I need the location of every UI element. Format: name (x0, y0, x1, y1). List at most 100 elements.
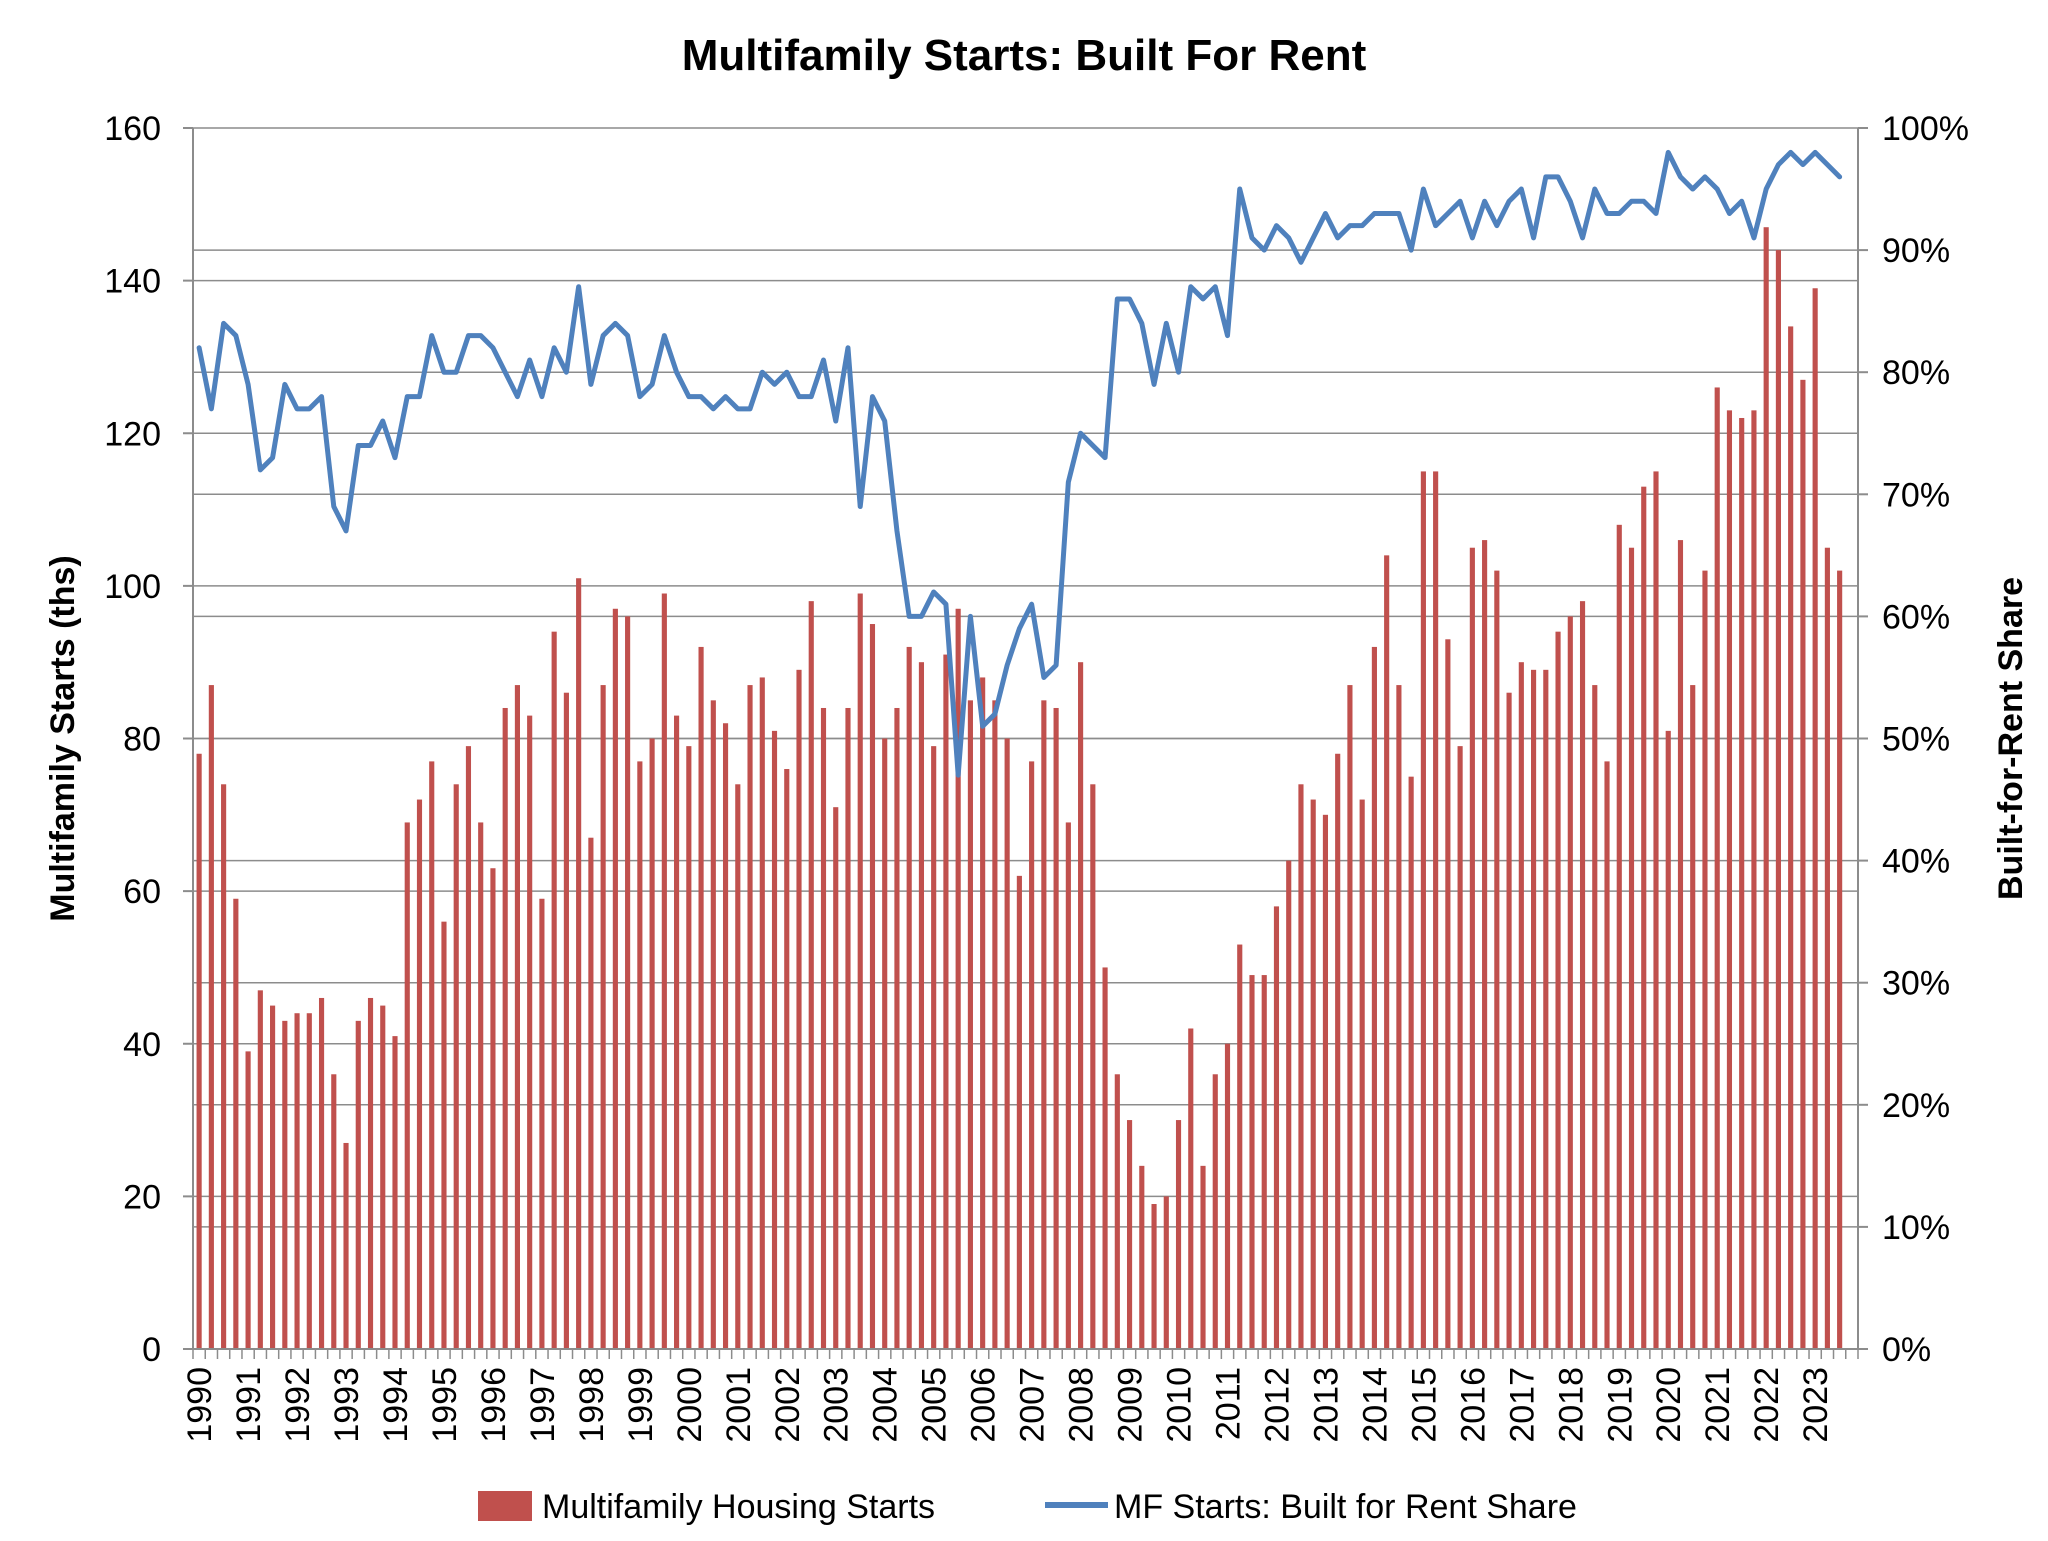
bar-series (196, 227, 1843, 1350)
bar (747, 685, 753, 1349)
right-tick-label: 80% (1882, 354, 1950, 392)
x-tick-label: 2001 (720, 1367, 758, 1443)
bar (1677, 540, 1684, 1349)
bar (906, 646, 912, 1349)
left-tick-label: 40 (123, 1026, 161, 1064)
bar (869, 624, 876, 1349)
bar (625, 616, 631, 1349)
x-tick-label: 2002 (769, 1367, 807, 1443)
y-axis-left-title: Multifamily Starts (ths) (44, 555, 82, 921)
bar (1788, 326, 1794, 1349)
bar (1298, 784, 1304, 1349)
bar (1824, 547, 1830, 1349)
left-tick-label: 140 (104, 263, 161, 301)
bar (857, 593, 863, 1349)
bar (1604, 761, 1610, 1349)
x-tick-label: 1991 (230, 1367, 268, 1443)
bar (282, 1020, 288, 1349)
bar (1812, 288, 1818, 1349)
x-tick-label: 2019 (1601, 1367, 1639, 1443)
bar (1469, 547, 1475, 1349)
chart-title: Multifamily Starts: Built For Rent (682, 31, 1367, 80)
x-tick-label: 2006 (965, 1367, 1003, 1443)
bar (1408, 776, 1414, 1349)
bar (527, 715, 533, 1349)
right-tick-label: 90% (1882, 232, 1950, 270)
bar (967, 700, 973, 1349)
bar (771, 730, 778, 1349)
x-tick-label: 1996 (475, 1367, 513, 1443)
left-tick-label: 20 (123, 1178, 161, 1216)
bar (1114, 1074, 1120, 1349)
bar (1249, 975, 1255, 1349)
x-tick-label: 2009 (1112, 1367, 1150, 1443)
bar (539, 898, 545, 1349)
legend-line-label: MF Starts: Built for Rent Share (1114, 1488, 1577, 1526)
legend-bar-label: Multifamily Housing Starts (542, 1488, 935, 1526)
bar (1690, 685, 1696, 1349)
x-tick-label: 1999 (622, 1367, 660, 1443)
bar (233, 898, 239, 1349)
left-tick-label: 160 (104, 110, 161, 148)
x-tick-label: 2003 (818, 1367, 856, 1443)
line-series (196, 149, 1843, 778)
bar (1286, 860, 1292, 1349)
bar (1506, 692, 1512, 1349)
bar (992, 700, 998, 1349)
bar (833, 807, 839, 1349)
bar (1004, 738, 1010, 1349)
x-tick-label: 2023 (1797, 1367, 1835, 1443)
bar (1396, 685, 1402, 1349)
right-tick-label: 70% (1882, 476, 1950, 514)
bar (1433, 471, 1439, 1349)
bar (698, 646, 704, 1349)
bar (1579, 601, 1586, 1349)
bar (1775, 250, 1781, 1350)
bar (221, 784, 227, 1349)
bar (563, 692, 569, 1349)
bar (196, 753, 202, 1349)
x-tick-label: 2007 (1014, 1367, 1052, 1443)
bar (1224, 1043, 1231, 1349)
bar (759, 677, 765, 1349)
bar (637, 761, 643, 1349)
bar (404, 822, 410, 1349)
bar (1616, 524, 1622, 1349)
bar (1641, 486, 1647, 1349)
bar (355, 1020, 361, 1349)
bar (1237, 944, 1243, 1349)
x-tick-label: 1993 (328, 1367, 366, 1443)
bar (1163, 1196, 1169, 1350)
x-tick-label: 2015 (1405, 1367, 1443, 1443)
bar (894, 707, 900, 1349)
bar (576, 578, 582, 1349)
bar (722, 723, 729, 1349)
bar (1139, 1165, 1145, 1349)
bar (453, 784, 459, 1349)
bar (343, 1142, 349, 1349)
x-tick-label: 2011 (1210, 1367, 1248, 1440)
bar (1800, 379, 1806, 1350)
bar (980, 677, 986, 1349)
legend: Multifamily Housing Starts MF Starts: Bu… (478, 1488, 1577, 1526)
y-axis-right-title: Built-for-Rent Share (1992, 577, 2030, 900)
bar (1053, 707, 1059, 1349)
legend-bar-swatch (478, 1491, 532, 1521)
bar (1714, 387, 1720, 1350)
bar (1494, 570, 1500, 1349)
x-tick-label: 2016 (1454, 1367, 1492, 1443)
bar (551, 631, 557, 1349)
x-tick-label: 2021 (1699, 1367, 1737, 1443)
bar (245, 1051, 251, 1349)
bar (710, 700, 716, 1349)
bar (380, 1005, 386, 1349)
x-tick-label: 1997 (524, 1367, 562, 1443)
bar (318, 997, 325, 1349)
bar (1335, 753, 1341, 1349)
bar (465, 746, 472, 1349)
bar (1188, 1028, 1194, 1349)
bar (1102, 967, 1108, 1349)
bar (1016, 875, 1022, 1349)
bar (1310, 799, 1316, 1349)
bar (1212, 1074, 1218, 1349)
